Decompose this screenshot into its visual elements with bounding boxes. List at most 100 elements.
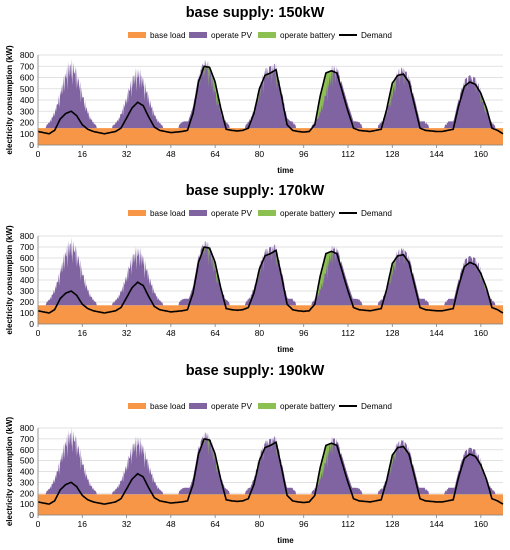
x-tick-label: 32: [122, 149, 132, 159]
x-tick-label: 64: [210, 328, 220, 338]
x-tick-label: 128: [385, 328, 399, 338]
legend-swatch: [128, 403, 146, 409]
x-tick-label: 80: [255, 519, 265, 529]
x-tick-label: 48: [166, 149, 176, 159]
base-load-area: [38, 494, 503, 515]
x-tick-label: 160: [474, 328, 488, 338]
legend-swatch: [189, 32, 207, 38]
y-tick-label: 100: [20, 129, 34, 139]
x-axis-label: time: [277, 536, 294, 545]
y-tick-label: 200: [20, 118, 34, 128]
pv-area: [242, 62, 304, 129]
legend-label: operate battery: [280, 209, 336, 218]
x-tick-label: 0: [36, 149, 41, 159]
legend: base load operate PV operate battery Demand: [128, 209, 392, 218]
x-tick-label: 112: [341, 519, 355, 529]
x-tick-label: 160: [474, 149, 488, 159]
x-tick-label: 16: [78, 149, 88, 159]
x-tick-label: 80: [255, 149, 265, 159]
x-tick-label: 64: [210, 149, 220, 159]
y-tick-label: 600: [20, 253, 34, 263]
pv-area: [43, 58, 105, 129]
pv-area: [110, 246, 171, 306]
legend-swatch: [128, 32, 146, 38]
y-tick-label: 200: [20, 488, 34, 498]
x-tick-label: 48: [166, 519, 176, 529]
demand-line: [37, 438, 504, 505]
y-tick-label: 400: [20, 275, 34, 285]
y-tick-label: 700: [20, 61, 34, 71]
x-tick-label: 32: [122, 328, 132, 338]
x-tick-label: 64: [210, 519, 220, 529]
x-tick-label: 128: [385, 519, 399, 529]
pv-area: [375, 248, 437, 306]
legend-swatch: [258, 210, 276, 216]
chart-title: base supply: 170kW: [186, 183, 325, 199]
legend-label: base load: [150, 402, 186, 411]
y-axis-label: electricity consumption (kW): [5, 225, 14, 335]
y-tick-label: 100: [20, 499, 34, 509]
legend-label: base load: [150, 31, 186, 40]
y-tick-label: 300: [20, 286, 34, 296]
base-load-area: [38, 128, 503, 145]
pv-area: [242, 243, 304, 306]
y-tick-label: 0: [29, 140, 34, 150]
y-tick-label: 0: [29, 319, 34, 329]
legend-swatch: [258, 403, 276, 409]
pv-area: [309, 64, 371, 129]
x-tick-label: 96: [299, 328, 309, 338]
y-tick-label: 500: [20, 84, 34, 94]
x-tick-label: 16: [78, 328, 88, 338]
pv-area: [309, 436, 371, 495]
y-tick-label: 200: [20, 297, 34, 307]
y-axis-label: electricity consumption (kW): [5, 45, 14, 155]
legend-label: operate PV: [211, 31, 253, 40]
pv-area: [375, 67, 437, 129]
x-tick-label: 144: [429, 149, 443, 159]
demand-line: [37, 246, 504, 314]
base-load-area: [38, 305, 503, 324]
pv-area: [176, 59, 238, 129]
legend-label: operate PV: [211, 402, 253, 411]
x-tick-label: 96: [299, 519, 309, 529]
legend: base load operate PV operate battery Demand: [128, 31, 392, 40]
x-tick-label: 80: [255, 328, 265, 338]
y-tick-label: 800: [20, 50, 34, 60]
legend-swatch: [258, 32, 276, 38]
pv-area: [43, 427, 105, 495]
legend-label: operate battery: [280, 31, 336, 40]
chart-panel-2: base supply: 170kW base load operate PV ope…: [5, 183, 504, 354]
x-tick-label: 160: [474, 519, 488, 529]
legend: base load operate PV operate battery Demand: [128, 402, 392, 411]
y-tick-label: 800: [20, 231, 34, 241]
x-tick-label: 0: [36, 328, 41, 338]
chart-title: base supply: 150kW: [186, 5, 325, 21]
y-tick-label: 700: [20, 242, 34, 252]
pv-area: [176, 240, 238, 306]
legend-label: operate PV: [211, 209, 253, 218]
x-tick-label: 112: [341, 328, 355, 338]
y-tick-label: 0: [29, 510, 34, 520]
y-tick-label: 300: [20, 477, 34, 487]
y-tick-label: 700: [20, 434, 34, 444]
y-tick-label: 500: [20, 264, 34, 274]
y-tick-label: 500: [20, 456, 34, 466]
x-tick-label: 128: [385, 149, 399, 159]
chart-title: base supply: 190kW: [186, 363, 325, 379]
legend-swatch: [189, 210, 207, 216]
legend-swatch: [128, 210, 146, 216]
x-axis-label: time: [277, 345, 294, 354]
pv-area: [242, 435, 304, 495]
pv-area: [43, 237, 105, 306]
legend-label: operate battery: [280, 402, 336, 411]
chart-panel-3: base supply: 190kW base load operate PV ope…: [5, 363, 504, 545]
x-tick-label: 144: [429, 328, 443, 338]
legend-swatch: [189, 403, 207, 409]
legend-label: Demand: [361, 209, 392, 218]
x-tick-label: 32: [122, 519, 132, 529]
chart-panel-1: base supply: 150kW base load operate PV ope…: [5, 5, 504, 175]
pv-area: [110, 436, 171, 495]
y-tick-label: 400: [20, 467, 34, 477]
